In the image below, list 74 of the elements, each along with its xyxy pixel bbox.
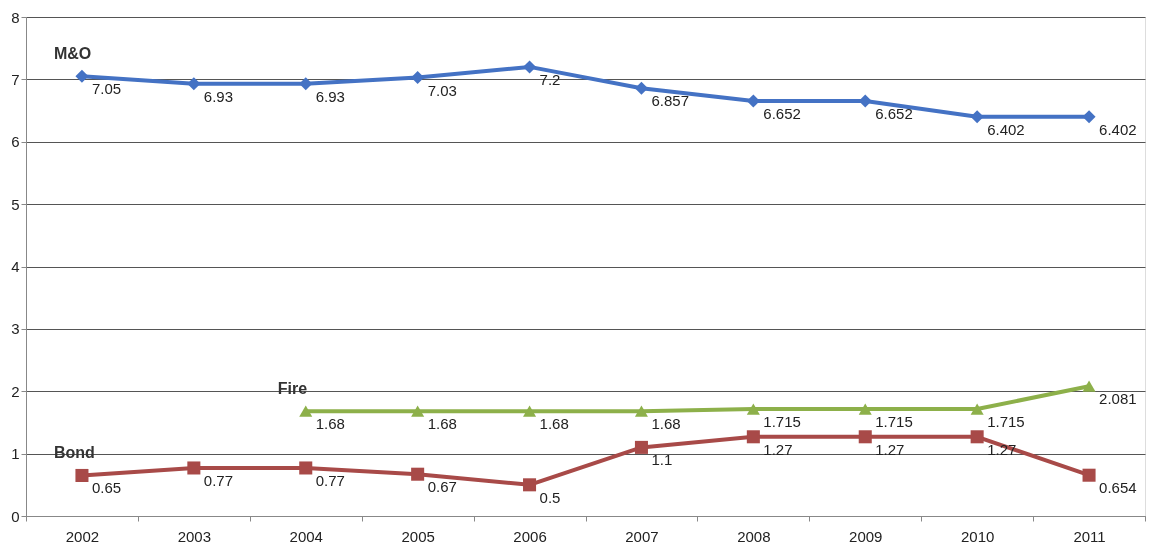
series-label: M&O: [53, 45, 92, 63]
x-tick-label: 2009: [849, 527, 883, 545]
data-label: 1.27: [987, 440, 1017, 458]
data-label: 6.402: [1099, 120, 1137, 138]
point: [970, 403, 984, 415]
point: [634, 440, 648, 454]
point: [1082, 380, 1096, 392]
data-label: 6.93: [203, 87, 234, 105]
point: [75, 69, 89, 83]
x-tick-label: 2003: [177, 527, 212, 545]
y-tick-label: 4: [11, 258, 20, 275]
point: [75, 468, 89, 482]
data-label: 1.715: [763, 413, 801, 431]
point: [523, 478, 537, 492]
data-label: 2.081: [1099, 390, 1137, 408]
point: [634, 405, 648, 417]
point: [299, 461, 313, 475]
data-label: 0.5: [539, 488, 561, 506]
x-tick-label: 2005: [401, 527, 435, 545]
data-label: 7.05: [91, 80, 122, 98]
point: [1082, 468, 1096, 482]
x-tick-label: 2010: [960, 527, 995, 545]
data-label: 0.654: [1099, 479, 1137, 497]
data-label: 7.03: [427, 81, 457, 99]
point: [187, 461, 201, 475]
point: [858, 430, 872, 444]
data-label: 6.857: [651, 92, 689, 110]
y-tick-label: 0: [11, 507, 20, 525]
data-label: 1.68: [427, 415, 457, 433]
data-label: 1.715: [987, 413, 1025, 431]
data-label: 6.402: [987, 120, 1025, 138]
point: [411, 405, 425, 417]
y-tick-label: 3: [11, 320, 20, 338]
point: [411, 70, 425, 85]
data-label: 0.67: [427, 478, 457, 496]
data-label: 0.77: [203, 471, 234, 489]
data-label: 1.715: [875, 413, 913, 431]
x-tick-label: 2011: [1073, 527, 1106, 545]
x-tick-label: 2002: [65, 527, 100, 545]
y-tick-label: 5: [11, 195, 20, 213]
x-tick-label: 2004: [289, 527, 323, 545]
data-label: 0.65: [91, 479, 122, 497]
x-tick-label: 2008: [737, 527, 771, 545]
x-tick-label: 2007: [625, 527, 659, 545]
point: [634, 81, 648, 95]
data-label: 1.68: [315, 415, 345, 433]
point: [299, 405, 313, 417]
point: [746, 403, 760, 415]
point: [411, 467, 425, 481]
y-tick-label: 7: [11, 70, 20, 88]
x-tick-label: 2006: [513, 527, 547, 545]
y-tick-label: 6: [11, 133, 20, 151]
data-label: 1.1: [651, 451, 673, 469]
point: [970, 110, 984, 124]
y-tick-label: 2: [11, 382, 20, 400]
point: [523, 405, 537, 417]
data-label: 6.93: [315, 87, 345, 105]
data-label: 1.68: [539, 415, 569, 433]
data-label: 1.27: [875, 440, 905, 458]
point: [1082, 110, 1096, 124]
data-label: 0.77: [315, 471, 345, 489]
point: [187, 77, 201, 91]
data-label: 6.652: [763, 105, 801, 123]
point: [299, 77, 313, 91]
point: [970, 430, 984, 444]
point: [746, 430, 760, 444]
y-tick-label: 8: [11, 8, 20, 26]
data-label: 6.652: [875, 105, 913, 123]
data-label: 1.27: [763, 440, 793, 458]
point: [523, 60, 537, 74]
point: [858, 403, 872, 415]
point: [746, 94, 760, 108]
data-label: 1.68: [651, 415, 681, 433]
y-tick-label: 1: [11, 445, 20, 463]
